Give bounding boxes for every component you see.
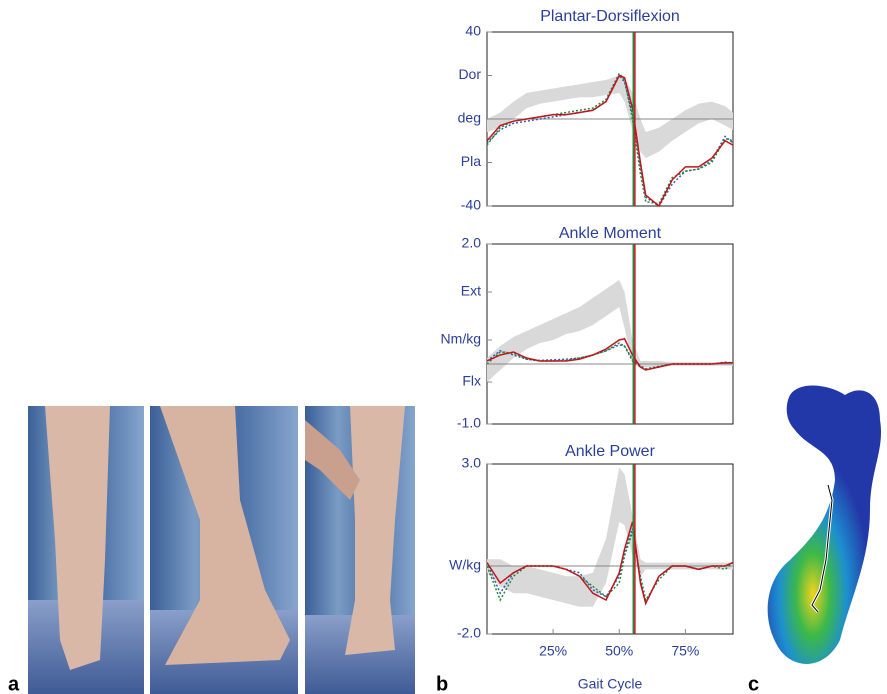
chart-title: Plantar-Dorsiflexion xyxy=(540,8,680,25)
pressure-map xyxy=(768,386,881,664)
chart: Plantar-Dorsiflexion 40 Dor deg Pla -40 xyxy=(458,8,733,212)
panel-label: b xyxy=(436,673,448,694)
x-axis-label: Gait Cycle xyxy=(578,676,643,692)
pressure-area xyxy=(768,386,881,664)
figure: a b c Plantar-Dorsiflexion 40 Dor deg Pla -40… xyxy=(0,0,887,694)
photo-panel-a xyxy=(28,406,415,694)
y-tick-label: 3.0 xyxy=(462,455,482,471)
y-tick-label: Ext xyxy=(461,283,481,299)
chart-title: Ankle Moment xyxy=(559,225,662,242)
x-tick-label: 25% xyxy=(539,643,567,659)
chart-title: Ankle Power xyxy=(565,443,655,460)
y-tick-label: Dor xyxy=(458,66,481,82)
y-tick-label: Nm/kg xyxy=(441,331,481,347)
chart: Ankle Moment 2.0 Ext Nm/kg Flx -1.0 xyxy=(441,225,733,430)
y-tick-label: Flx xyxy=(462,373,481,389)
y-tick-label: -1.0 xyxy=(457,415,481,431)
x-tick-label: 50% xyxy=(605,643,633,659)
y-tick-label: -2.0 xyxy=(457,625,481,641)
panel-label: a xyxy=(8,673,20,694)
y-tick-label: 40 xyxy=(465,23,481,39)
y-tick-label: -40 xyxy=(461,197,481,213)
y-tick-label: deg xyxy=(458,110,481,126)
x-tick-label: 75% xyxy=(671,643,699,659)
panel-label: c xyxy=(748,673,759,694)
y-tick-label: W/kg xyxy=(449,557,481,573)
y-tick-label: Pla xyxy=(461,153,481,169)
y-tick-label: 2.0 xyxy=(462,235,482,251)
chart: Ankle Power 3.0 W/kg -2.0 25% 50% 75% Gait Cycl… xyxy=(449,443,733,691)
